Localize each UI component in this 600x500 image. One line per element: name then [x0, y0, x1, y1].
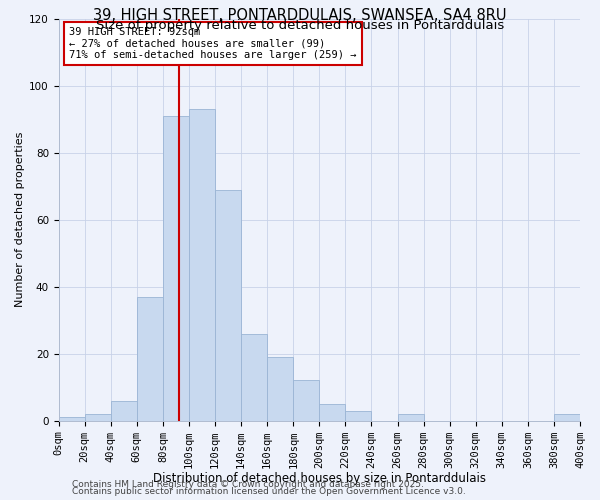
Y-axis label: Number of detached properties: Number of detached properties [15, 132, 25, 308]
Bar [319, 404, 346, 420]
Text: Contains HM Land Registry data © Crown copyright and database right 2025.: Contains HM Land Registry data © Crown c… [72, 480, 424, 489]
Text: Contains public sector information licensed under the Open Government Licence v3: Contains public sector information licen… [72, 488, 466, 496]
Bar [189, 110, 215, 420]
Bar [137, 297, 163, 420]
X-axis label: Distribution of detached houses by size in Pontarddulais: Distribution of detached houses by size … [153, 472, 486, 485]
Bar [59, 418, 85, 420]
Bar [346, 410, 371, 420]
Bar [111, 400, 137, 420]
Bar [85, 414, 111, 420]
Bar [215, 190, 241, 420]
Bar [398, 414, 424, 420]
Bar [293, 380, 319, 420]
Bar [163, 116, 189, 420]
Text: 39 HIGH STREET: 92sqm
← 27% of detached houses are smaller (99)
71% of semi-deta: 39 HIGH STREET: 92sqm ← 27% of detached … [69, 27, 356, 60]
Bar [554, 414, 580, 420]
Bar [241, 334, 267, 420]
Bar [267, 357, 293, 420]
Text: 39, HIGH STREET, PONTARDDULAIS, SWANSEA, SA4 8RU: 39, HIGH STREET, PONTARDDULAIS, SWANSEA,… [93, 8, 507, 22]
Text: Size of property relative to detached houses in Pontarddulais: Size of property relative to detached ho… [96, 18, 504, 32]
